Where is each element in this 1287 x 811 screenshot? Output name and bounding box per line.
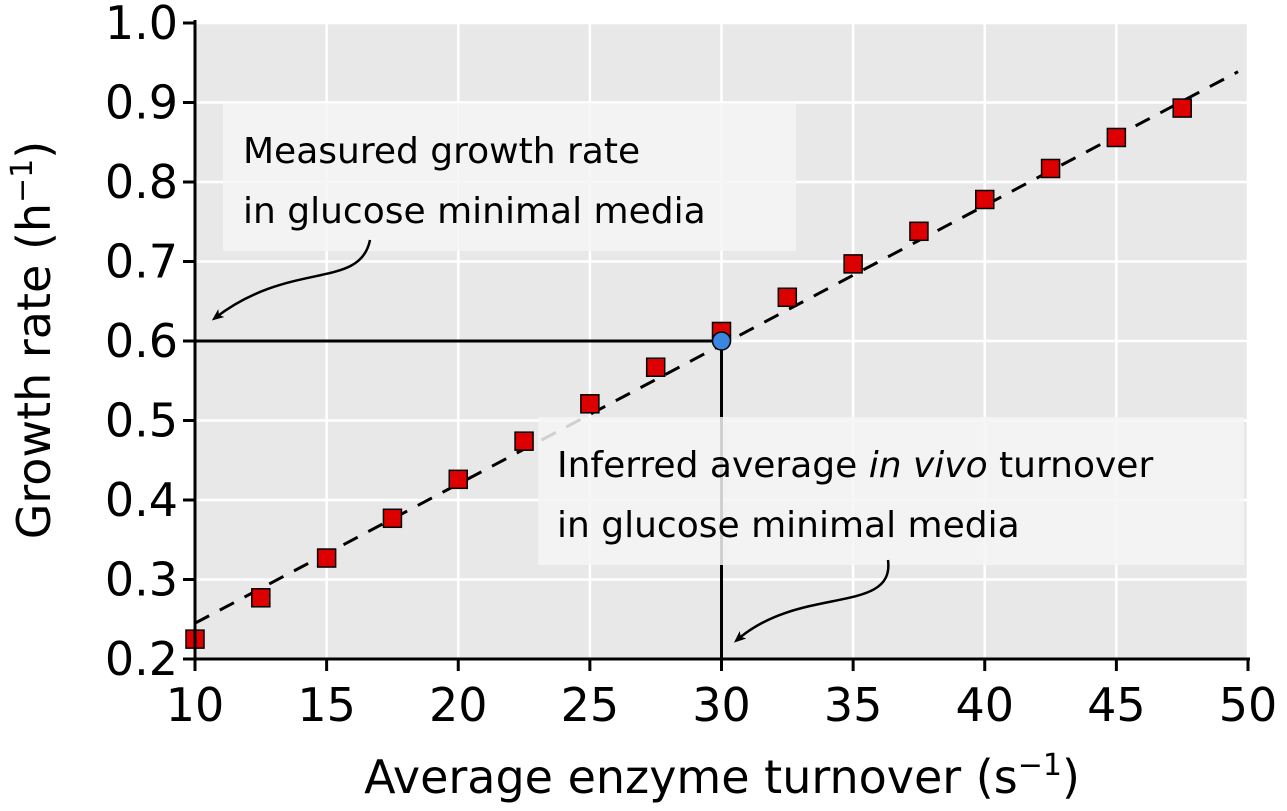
annotation-measured-line-2: in glucose minimal media (243, 191, 706, 232)
data-point-5 (514, 431, 534, 451)
data-point-10 (843, 254, 863, 274)
x-tick-label-35: 35 (824, 678, 883, 732)
x-tick-label-40: 40 (955, 678, 1014, 732)
y-tick-label-0.7: 0.7 (105, 235, 178, 289)
annotation-inferred-part-3: turnover (988, 445, 1154, 486)
data-point-4 (448, 469, 468, 490)
data-point-6 (580, 394, 600, 414)
annotation-measured-line-1: Measured growth rate (243, 131, 640, 172)
y-axis-title-end: ) (7, 141, 61, 159)
annotation-inferred-in-vivo: in vivo (869, 445, 988, 486)
annotation-inferred-arrow (733, 559, 890, 643)
y-tick-label-0.9: 0.9 (105, 76, 178, 130)
data-point-3 (382, 508, 403, 529)
annotation-inferred-line-1: Inferred average in vivo turnover (557, 445, 1153, 486)
data-point-15 (1172, 98, 1192, 118)
data-point-9 (777, 287, 798, 308)
x-tick-label-45: 45 (1087, 678, 1146, 732)
data-point-1 (251, 588, 271, 608)
data-point-7 (645, 357, 666, 377)
y-axis-title: Growth rate (h−1) (5, 141, 61, 539)
y-tick-label-0.6: 0.6 (105, 314, 178, 368)
y-tick-label-0.3: 0.3 (105, 553, 178, 607)
highlight-point (711, 331, 732, 351)
annotation-measured-box (223, 103, 796, 251)
x-tick-label-10: 10 (166, 678, 225, 732)
x-tick-label-50: 50 (1219, 678, 1278, 732)
x-tick-label-20: 20 (429, 678, 488, 732)
x-axis-title: Average enzyme turnover (s−1) (364, 748, 1080, 804)
annotation-inferred-box (538, 417, 1244, 565)
data-point-13 (1040, 158, 1061, 179)
annotation-measured-arrow (211, 239, 372, 321)
y-axis-title-main: Growth rate (h (7, 203, 61, 539)
x-axis-title-end: ) (1062, 750, 1080, 804)
x-tick-label-30: 30 (692, 678, 751, 732)
y-tick-label-0.2: 0.2 (105, 632, 178, 686)
data-point-14 (1106, 127, 1127, 148)
x-tick-label-15: 15 (297, 678, 356, 732)
annotation-inferred: Inferred average in vivo turnover in glu… (538, 417, 1244, 643)
annotation-inferred-line-2: in glucose minimal media (557, 505, 1020, 546)
y-tick-label-0.5: 0.5 (105, 394, 178, 448)
annotation-measured: Measured growth rate in glucose minimal … (211, 103, 796, 321)
highlight-group (711, 331, 732, 351)
data-point-11 (909, 221, 929, 242)
y-axis-title-sup: −1 (5, 159, 40, 203)
data-point-12 (975, 189, 995, 210)
x-axis-title-sup: −1 (1018, 748, 1062, 783)
annotation-inferred-part-1: Inferred average (557, 445, 869, 486)
x-tick-label-25: 25 (561, 678, 620, 732)
y-ticks: 0.2 0.3 0.4 0.5 0.6 0.7 0.8 0.9 1.0 (105, 0, 195, 686)
x-axis-title-main: Average enzyme turnover (s (364, 750, 1018, 804)
y-tick-label-0.8: 0.8 (105, 155, 178, 209)
y-tick-label-0.4: 0.4 (105, 473, 178, 527)
data-points (185, 98, 1192, 649)
data-point-2 (316, 548, 337, 568)
x-ticks: 10 15 20 25 30 35 40 45 50 (166, 659, 1278, 732)
y-tick-label-1.0: 1.0 (105, 0, 178, 50)
